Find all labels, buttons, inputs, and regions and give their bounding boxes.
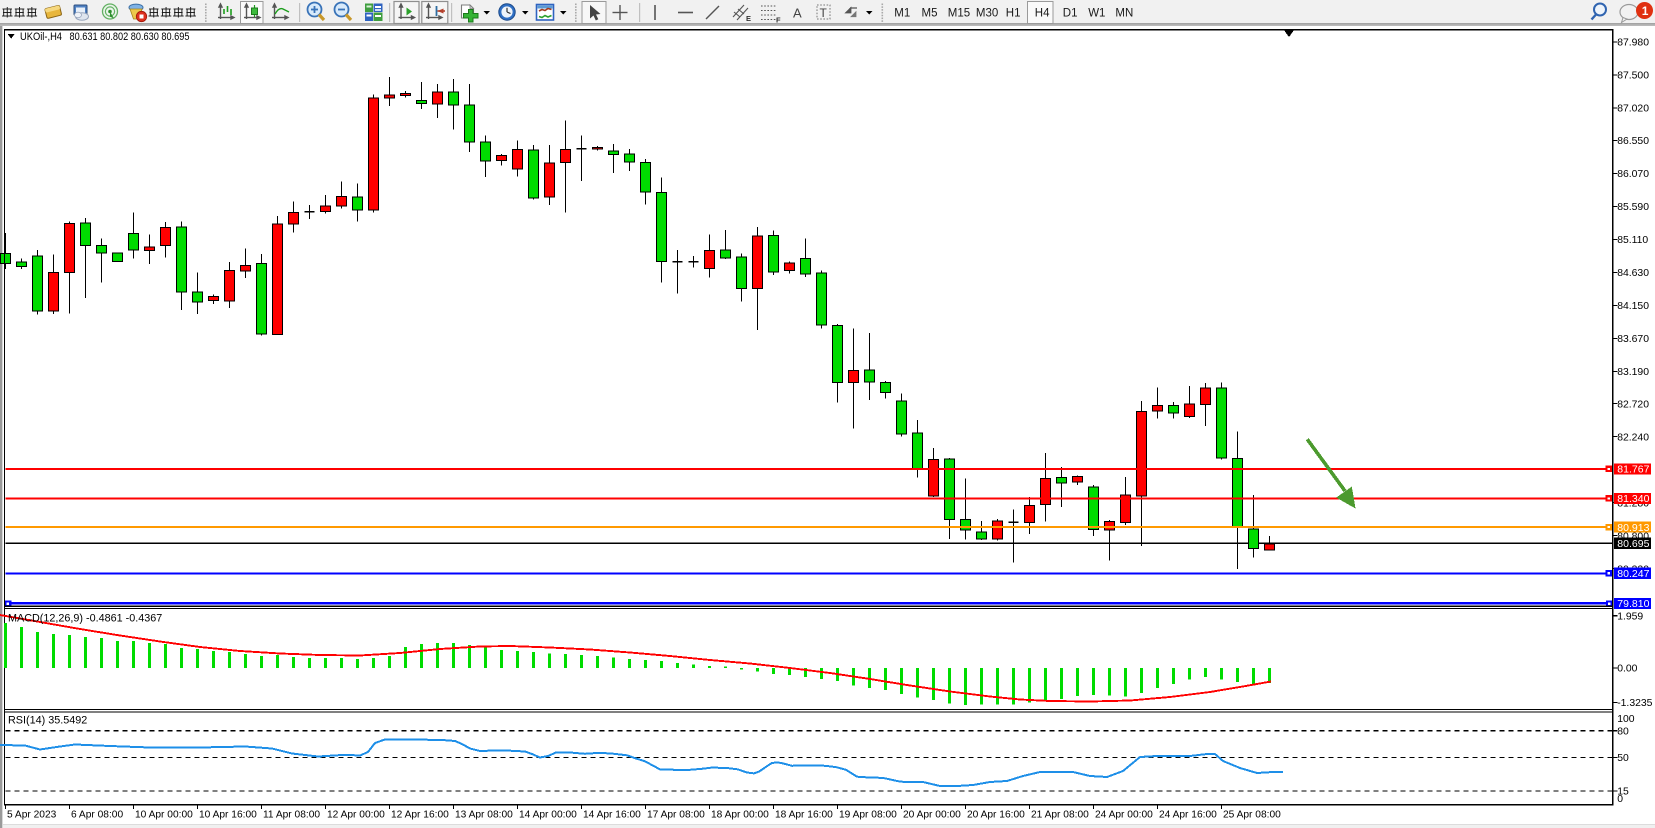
svg-text:83.670: 83.670 [1617,334,1649,345]
svg-text:M5: M5 [922,8,938,20]
svg-text:-1.3235: -1.3235 [1617,698,1652,709]
svg-text:87.500: 87.500 [1617,71,1649,82]
svg-text:18 Apr 16:00: 18 Apr 16:00 [775,810,833,821]
svg-text:10 Apr 00:00: 10 Apr 00:00 [135,810,193,821]
svg-text:50: 50 [1617,753,1629,764]
svg-text:D1: D1 [1063,8,1078,20]
svg-text:18 Apr 00:00: 18 Apr 00:00 [711,810,769,821]
svg-text:87.980: 87.980 [1617,38,1649,49]
svg-text:81.767: 81.767 [1617,464,1649,476]
svg-text:H1: H1 [1006,8,1021,20]
svg-text:20 Apr 00:00: 20 Apr 00:00 [903,810,961,821]
svg-text:80.913: 80.913 [1617,522,1649,534]
svg-text:84.150: 84.150 [1617,301,1649,312]
svg-text:24 Apr 00:00: 24 Apr 00:00 [1095,810,1153,821]
svg-text:79.810: 79.810 [1617,598,1649,610]
svg-text:14 Apr 00:00: 14 Apr 00:00 [519,810,577,821]
svg-text:W1: W1 [1088,8,1105,20]
svg-text:A: A [793,6,802,21]
svg-text:E: E [746,14,751,23]
svg-text:M30: M30 [976,8,998,20]
svg-text:81.340: 81.340 [1617,493,1649,505]
svg-text:0: 0 [1617,794,1623,805]
svg-text:100: 100 [1617,714,1635,725]
svg-text:20 Apr 16:00: 20 Apr 16:00 [967,810,1025,821]
svg-text:11 Apr 08:00: 11 Apr 08:00 [263,810,320,821]
svg-text:87.020: 87.020 [1617,104,1649,115]
svg-text:86.070: 86.070 [1617,169,1649,180]
svg-text:M1: M1 [894,8,910,20]
svg-text:25 Apr 08:00: 25 Apr 08:00 [1223,810,1281,821]
svg-text:T: T [820,6,828,20]
svg-text:M15: M15 [948,8,970,20]
svg-text:12 Apr 16:00: 12 Apr 16:00 [391,810,449,821]
svg-text:5 Apr 2023: 5 Apr 2023 [7,810,57,821]
svg-text:80.631 80.802 80.630 80.695: 80.631 80.802 80.630 80.695 [70,31,190,43]
svg-text:86.550: 86.550 [1617,136,1649,147]
svg-text:19 Apr 08:00: 19 Apr 08:00 [839,810,897,821]
svg-text:UKOil-,H4: UKOil-,H4 [20,31,62,43]
svg-text:80.247: 80.247 [1617,568,1649,580]
svg-text:82.720: 82.720 [1617,399,1649,410]
svg-text:1.959: 1.959 [1617,611,1643,622]
svg-text:F: F [776,16,781,25]
svg-text:85.590: 85.590 [1617,202,1649,213]
svg-text:RSI(14) 35.5492: RSI(14) 35.5492 [8,715,87,727]
svg-text:MN: MN [1115,8,1133,20]
svg-text:MACD(12,26,9) -0.4861 -0.4367: MACD(12,26,9) -0.4861 -0.4367 [8,613,162,625]
svg-text:1: 1 [1642,4,1649,18]
svg-text:82.240: 82.240 [1617,432,1649,443]
svg-text:H4: H4 [1035,8,1050,20]
svg-text:17 Apr 08:00: 17 Apr 08:00 [647,810,705,821]
svg-text:80.800: 80.800 [1617,531,1649,542]
svg-text:85.110: 85.110 [1617,235,1648,246]
svg-text:84.630: 84.630 [1617,268,1649,279]
svg-text:24 Apr 16:00: 24 Apr 16:00 [1159,810,1217,821]
svg-text:0.00: 0.00 [1617,664,1637,675]
svg-text:13 Apr 08:00: 13 Apr 08:00 [455,810,513,821]
svg-text:21 Apr 08:00: 21 Apr 08:00 [1031,810,1089,821]
svg-text:83.190: 83.190 [1617,367,1649,378]
svg-text:80: 80 [1617,726,1629,737]
svg-text:6 Apr 08:00: 6 Apr 08:00 [71,810,123,821]
svg-text:14 Apr 16:00: 14 Apr 16:00 [583,810,641,821]
svg-text:15: 15 [1617,787,1629,798]
svg-text:12 Apr 00:00: 12 Apr 00:00 [327,810,385,821]
svg-text:80.695: 80.695 [1617,538,1649,550]
svg-text:10 Apr 16:00: 10 Apr 16:00 [199,810,257,821]
